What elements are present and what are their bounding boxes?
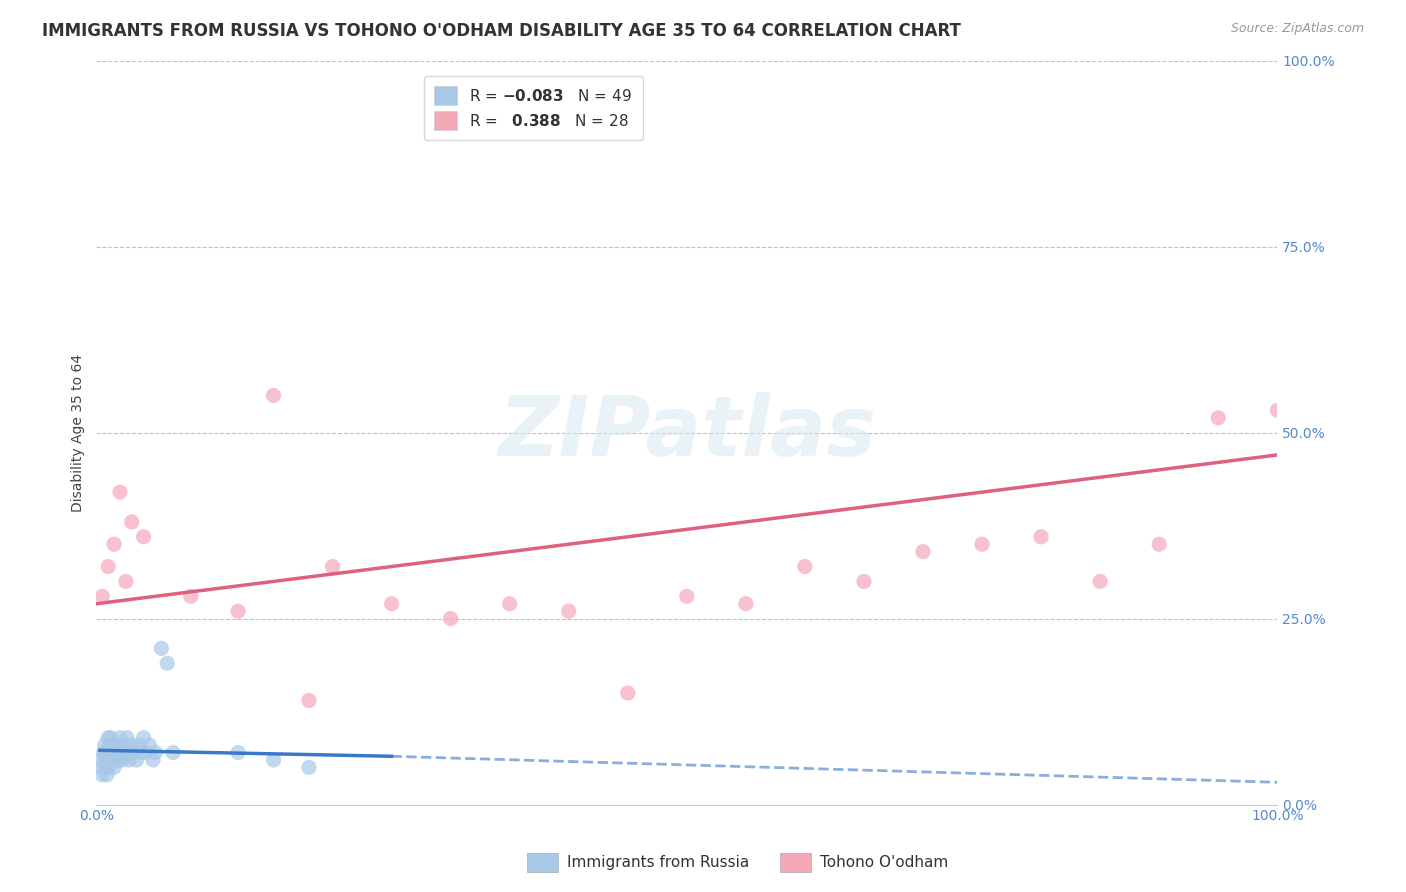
Point bbox=[107, 738, 129, 752]
Point bbox=[100, 731, 122, 745]
Point bbox=[90, 760, 112, 774]
Legend: R = $\mathbf{-0.083}$   N = 49, R =   $\mathbf{0.388}$   N = 28: R = $\mathbf{-0.083}$ N = 49, R = $\math… bbox=[423, 76, 643, 141]
Point bbox=[96, 753, 118, 767]
Point bbox=[93, 738, 115, 752]
Point bbox=[128, 738, 150, 752]
Point bbox=[111, 753, 134, 767]
Point bbox=[103, 537, 125, 551]
Point bbox=[94, 760, 117, 774]
Point bbox=[101, 746, 124, 760]
Point bbox=[93, 753, 115, 767]
Point bbox=[298, 693, 321, 707]
Point bbox=[96, 768, 118, 782]
Text: Tohono O'odham: Tohono O'odham bbox=[820, 855, 948, 870]
Point bbox=[322, 559, 344, 574]
Point bbox=[97, 746, 120, 760]
Point bbox=[105, 746, 128, 760]
Point bbox=[440, 612, 463, 626]
Point bbox=[226, 604, 249, 618]
Point bbox=[103, 738, 125, 752]
Point bbox=[108, 731, 131, 745]
Point bbox=[911, 544, 934, 558]
Point bbox=[852, 574, 875, 589]
Point bbox=[97, 559, 120, 574]
Point bbox=[180, 590, 202, 604]
Point bbox=[107, 753, 129, 767]
Point bbox=[129, 746, 152, 760]
Point bbox=[135, 746, 157, 760]
Point bbox=[100, 746, 122, 760]
Point bbox=[498, 597, 520, 611]
Point bbox=[263, 753, 285, 767]
Point bbox=[1147, 537, 1170, 551]
Text: ZIPatlas: ZIPatlas bbox=[498, 392, 876, 473]
Point bbox=[98, 738, 121, 752]
Point bbox=[121, 515, 143, 529]
Point bbox=[132, 731, 155, 745]
Point bbox=[108, 485, 131, 500]
Y-axis label: Disability Age 35 to 64: Disability Age 35 to 64 bbox=[72, 353, 86, 512]
Point bbox=[616, 686, 638, 700]
Point bbox=[557, 604, 579, 618]
Point bbox=[125, 753, 148, 767]
Point bbox=[381, 597, 404, 611]
Point bbox=[145, 746, 167, 760]
Point bbox=[138, 738, 160, 752]
Point bbox=[263, 388, 285, 402]
Text: Immigrants from Russia: Immigrants from Russia bbox=[567, 855, 749, 870]
Text: IMMIGRANTS FROM RUSSIA VS TOHONO O'ODHAM DISABILITY AGE 35 TO 64 CORRELATION CHA: IMMIGRANTS FROM RUSSIA VS TOHONO O'ODHAM… bbox=[42, 22, 962, 40]
Point bbox=[100, 738, 122, 752]
Point bbox=[226, 746, 249, 760]
Point bbox=[118, 753, 141, 767]
Point bbox=[115, 574, 138, 589]
Point bbox=[162, 746, 184, 760]
Point bbox=[108, 746, 131, 760]
Point bbox=[97, 760, 120, 774]
Point bbox=[94, 746, 117, 760]
Point bbox=[114, 738, 136, 752]
Point bbox=[104, 753, 127, 767]
Point bbox=[793, 559, 815, 574]
Point bbox=[150, 641, 173, 656]
Point bbox=[91, 768, 114, 782]
Point bbox=[156, 657, 179, 671]
Point bbox=[298, 760, 321, 774]
Point bbox=[122, 746, 145, 760]
Text: Source: ZipAtlas.com: Source: ZipAtlas.com bbox=[1230, 22, 1364, 36]
Point bbox=[89, 753, 111, 767]
Point bbox=[93, 746, 115, 760]
Point bbox=[675, 590, 697, 604]
Point bbox=[98, 753, 121, 767]
Point bbox=[121, 738, 143, 752]
Point bbox=[115, 731, 138, 745]
Point bbox=[1265, 403, 1288, 417]
Point bbox=[97, 731, 120, 745]
Point bbox=[132, 530, 155, 544]
Point bbox=[1088, 574, 1111, 589]
Point bbox=[970, 537, 993, 551]
Point bbox=[91, 590, 114, 604]
Point bbox=[103, 760, 125, 774]
Point bbox=[1029, 530, 1052, 544]
Point bbox=[115, 746, 138, 760]
Point bbox=[142, 753, 165, 767]
Point bbox=[734, 597, 756, 611]
Point bbox=[1206, 410, 1229, 425]
Point bbox=[100, 753, 122, 767]
